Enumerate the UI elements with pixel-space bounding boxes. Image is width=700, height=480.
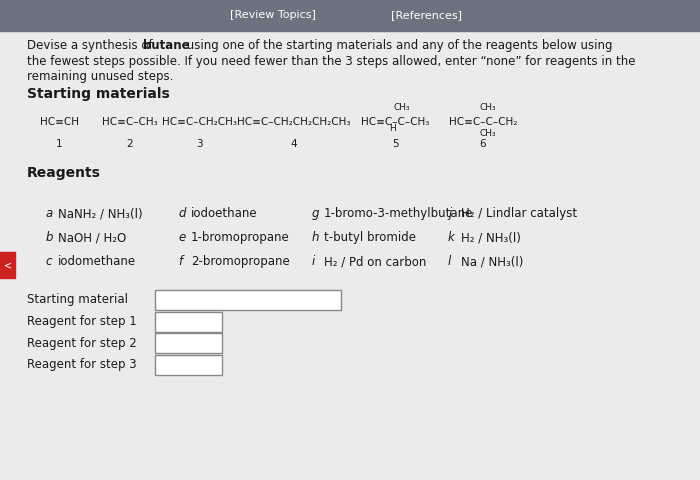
- Text: the fewest steps possible. If you need fewer than the 3 steps allowed, enter “no: the fewest steps possible. If you need f…: [27, 55, 635, 68]
- Text: NaOH / H₂O: NaOH / H₂O: [58, 231, 126, 244]
- Text: NaNH₂ / NH₃(l): NaNH₂ / NH₃(l): [58, 207, 143, 220]
- Text: HC≡C–CH₂CH₂CH₂CH₃: HC≡C–CH₂CH₂CH₂CH₃: [237, 118, 351, 127]
- Text: Reagent for step 3: Reagent for step 3: [27, 358, 136, 372]
- Text: 4: 4: [290, 139, 298, 149]
- Text: 2: 2: [126, 139, 133, 149]
- Text: l: l: [448, 255, 452, 268]
- Text: iodomethane: iodomethane: [58, 255, 136, 268]
- Text: 1-bromopropane: 1-bromopropane: [191, 231, 290, 244]
- Text: H: H: [389, 124, 396, 133]
- Text: j: j: [448, 207, 452, 220]
- Text: Devise a synthesis of: Devise a synthesis of: [27, 39, 156, 52]
- Text: 1-bromo-3-methylbutane: 1-bromo-3-methylbutane: [324, 207, 473, 220]
- Text: HC≡CH: HC≡CH: [40, 118, 79, 127]
- Text: k: k: [448, 231, 455, 244]
- Text: remaining unused steps.: remaining unused steps.: [27, 70, 173, 84]
- Text: Reagent for step 2: Reagent for step 2: [27, 336, 136, 350]
- Text: butane: butane: [144, 39, 190, 52]
- Text: c: c: [46, 255, 52, 268]
- Text: [Review Topics]: [Review Topics]: [230, 11, 316, 20]
- Text: HC≡C–C–CH₂: HC≡C–C–CH₂: [449, 118, 517, 127]
- Bar: [155, 333, 222, 353]
- Text: 6: 6: [480, 139, 486, 149]
- Text: Reagent for step 1: Reagent for step 1: [27, 315, 136, 328]
- Text: CH₃: CH₃: [480, 104, 496, 112]
- Bar: [0, 252, 15, 278]
- Bar: [155, 312, 222, 332]
- Bar: [0, 0, 700, 31]
- Text: CH₃: CH₃: [480, 129, 496, 138]
- Text: a: a: [46, 207, 52, 220]
- Text: 2-bromopropane: 2-bromopropane: [191, 255, 290, 268]
- Text: t-butyl bromide: t-butyl bromide: [324, 231, 416, 244]
- Text: i: i: [312, 255, 315, 268]
- Bar: [155, 355, 222, 375]
- Text: CH₃: CH₃: [393, 104, 410, 112]
- Text: HC≡C–CH₃: HC≡C–CH₃: [102, 118, 158, 127]
- Text: H₂ / Lindlar catalyst: H₂ / Lindlar catalyst: [461, 207, 577, 220]
- Text: f: f: [178, 255, 183, 268]
- Text: Reagents: Reagents: [27, 166, 101, 180]
- Text: Starting materials: Starting materials: [27, 86, 169, 101]
- Text: [References]: [References]: [391, 11, 463, 20]
- Text: HC≡C–CH₂CH₃: HC≡C–CH₂CH₃: [162, 118, 237, 127]
- Text: <: <: [4, 261, 12, 270]
- Text: h: h: [312, 231, 319, 244]
- Text: 5: 5: [392, 139, 399, 149]
- Text: b: b: [46, 231, 53, 244]
- Text: 3: 3: [196, 139, 203, 149]
- Text: H₂ / Pd on carbon: H₂ / Pd on carbon: [324, 255, 426, 268]
- Text: H₂ / NH₃(l): H₂ / NH₃(l): [461, 231, 521, 244]
- Text: iodoethane: iodoethane: [191, 207, 258, 220]
- Text: e: e: [178, 231, 186, 244]
- Bar: [155, 290, 341, 310]
- Text: g: g: [312, 207, 319, 220]
- Text: Na / NH₃(l): Na / NH₃(l): [461, 255, 523, 268]
- Text: 1: 1: [56, 139, 63, 149]
- Text: using one of the starting materials and any of the reagents below using: using one of the starting materials and …: [183, 39, 613, 52]
- Text: Starting material: Starting material: [27, 293, 127, 307]
- Text: HC≡C–C–CH₃: HC≡C–C–CH₃: [361, 118, 430, 127]
- Text: d: d: [178, 207, 186, 220]
